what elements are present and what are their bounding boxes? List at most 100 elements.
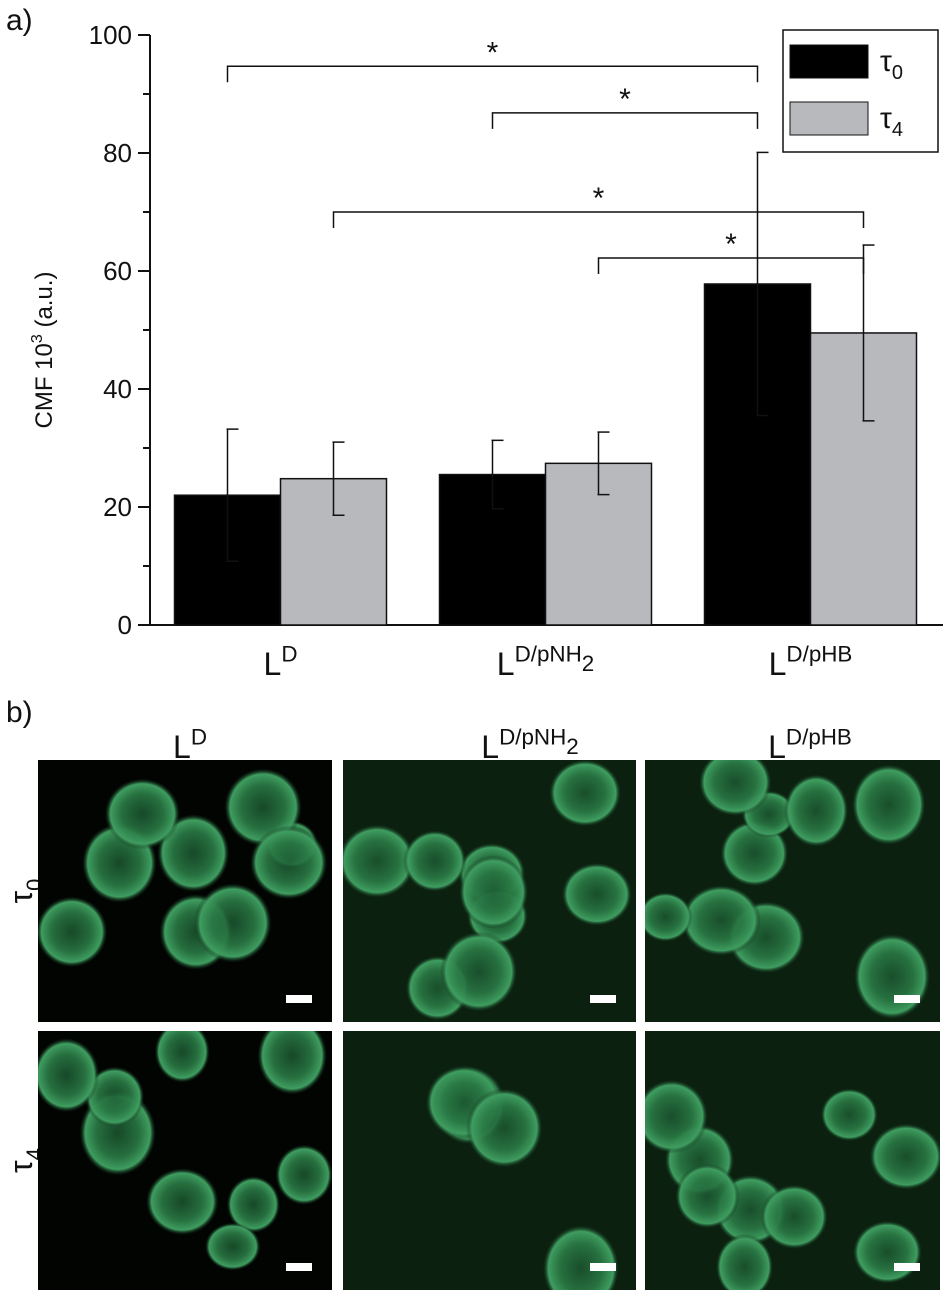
label-sup: D/pHB	[786, 725, 852, 750]
micrograph	[645, 760, 940, 1022]
cell	[226, 1176, 281, 1233]
label-sup-sub: 2	[582, 651, 594, 676]
error-bar	[862, 244, 875, 422]
category-label: LD/pHB	[768, 725, 852, 765]
y-tick-label: 80	[103, 138, 132, 168]
legend-swatch	[789, 44, 869, 79]
cell	[38, 1038, 100, 1113]
category-label: LD/pHB	[769, 642, 853, 682]
significance-label: *	[619, 83, 631, 116]
label-base: L	[481, 729, 499, 765]
significance-bracket	[226, 65, 759, 83]
label-base: L	[768, 729, 786, 765]
label-sup: D/pNH	[499, 725, 566, 750]
cell	[440, 931, 518, 1012]
cell	[204, 1222, 261, 1271]
cell	[852, 1220, 923, 1284]
cell	[869, 1123, 940, 1190]
significance-label: *	[487, 36, 499, 69]
cell	[760, 1184, 829, 1250]
micrograph	[38, 1031, 332, 1290]
cell	[783, 774, 849, 848]
cell	[645, 1079, 709, 1154]
cell	[193, 883, 272, 963]
label-sup: D/pHB	[786, 642, 852, 667]
label-base: L	[497, 646, 515, 682]
label-sup-sub: 2	[566, 734, 578, 759]
cell	[157, 814, 230, 893]
y-label-text: CMF 10	[31, 343, 58, 428]
cell	[458, 855, 529, 929]
row-label-base: τ	[3, 890, 39, 903]
significance-bracket	[332, 211, 865, 228]
cell	[645, 892, 693, 942]
y-label-suffix: (a.u.)	[31, 272, 58, 335]
legend-name: τ	[880, 45, 892, 78]
cell	[104, 778, 181, 850]
error-bar	[226, 428, 239, 563]
label-sup: D	[281, 642, 297, 667]
label-sup: D/pNH	[515, 642, 582, 667]
panel-label: b)	[6, 696, 33, 729]
error-bar	[491, 439, 504, 510]
error-bar	[756, 151, 769, 417]
cell	[257, 1031, 328, 1095]
cell	[403, 829, 467, 892]
cell	[715, 1233, 774, 1290]
y-tick-label: 20	[103, 492, 132, 522]
label-base: L	[264, 646, 282, 682]
scale-bar	[286, 995, 312, 1003]
category-label: LD	[264, 642, 298, 682]
legend-swatch	[789, 101, 869, 136]
cell	[275, 1144, 332, 1205]
cell	[465, 1088, 543, 1168]
cell	[343, 824, 416, 899]
y-tick-label: 40	[103, 374, 132, 404]
cell	[681, 884, 762, 957]
category-label: LD/pNH2	[497, 642, 594, 682]
y-tick-label: 0	[118, 610, 132, 640]
cell	[820, 1088, 879, 1142]
micrograph	[343, 760, 636, 1022]
significance-label: *	[593, 182, 605, 215]
cell	[853, 933, 931, 1020]
label-sup: D	[191, 725, 207, 750]
cell	[154, 1031, 210, 1083]
significance-bracket	[597, 257, 865, 275]
cell	[851, 763, 926, 846]
cell	[249, 825, 328, 900]
category-label: LD	[173, 725, 207, 765]
legend-label: τ4	[880, 102, 903, 141]
micrograph	[38, 760, 332, 1022]
legend-name: τ	[880, 102, 892, 135]
row-label-base: τ	[3, 1160, 39, 1173]
label-base: L	[173, 729, 191, 765]
scale-bar	[590, 995, 616, 1003]
cell	[561, 862, 633, 927]
micrograph	[645, 1031, 940, 1290]
scale-bar	[286, 1263, 312, 1271]
error-bar	[332, 441, 345, 517]
cell	[548, 760, 622, 827]
legend-sub: 0	[892, 62, 903, 84]
significance-label: *	[725, 228, 737, 261]
y-tick-label: 60	[103, 256, 132, 286]
cell	[698, 760, 772, 817]
scale-bar	[590, 1263, 616, 1271]
cell	[84, 1066, 145, 1128]
significance-bracket	[491, 112, 759, 129]
y-axis-label: CMF 103 (a.u.)	[29, 272, 58, 429]
label-base: L	[769, 646, 787, 682]
scale-bar	[894, 995, 920, 1003]
micrograph	[343, 1031, 636, 1290]
cell	[542, 1224, 620, 1290]
y-label-sup: 3	[29, 334, 46, 343]
scale-bar	[894, 1263, 920, 1271]
category-label: LD/pNH2	[481, 725, 578, 765]
cell	[675, 1163, 740, 1229]
panel-label: a)	[6, 4, 33, 37]
cell	[38, 896, 108, 968]
legend-label: τ0	[880, 45, 903, 84]
cell	[145, 1168, 219, 1236]
